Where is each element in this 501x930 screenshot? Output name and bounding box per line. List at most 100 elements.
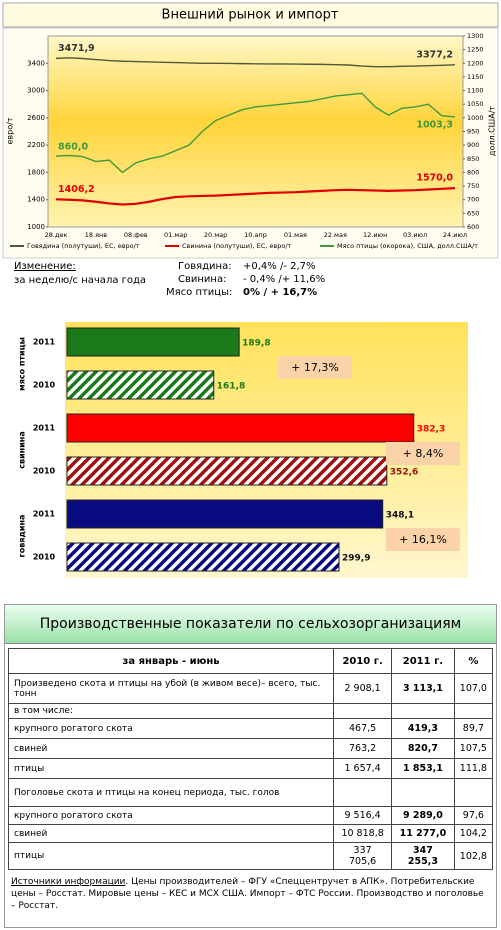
change-name: Мясо птицы: — [166, 287, 232, 298]
y2-label: долл.США/т — [488, 106, 497, 157]
y-tick-label: 1000 — [27, 223, 45, 231]
change-box — [278, 356, 352, 379]
header-cell: за январь - июнь — [7, 648, 335, 674]
table-cell: Поголовье скота и птицы на конец периода… — [7, 778, 335, 807]
group-label: говядина — [18, 515, 27, 558]
bar — [66, 542, 340, 572]
table-cell: в том числе: — [7, 703, 335, 719]
table-cell: 347 255,3 — [391, 842, 455, 870]
x-tick-label: 12.июн — [363, 231, 387, 239]
bar — [66, 499, 384, 529]
table-row: Поголовье скота и птицы на конец периода… — [7, 778, 494, 807]
x-tick-label: 08.фев — [124, 231, 148, 239]
table-cell: 3 113,1 — [391, 673, 455, 704]
table-cell: птицы — [7, 758, 335, 779]
header-cell: 2010 г. — [333, 648, 393, 674]
table-cell: крупного рогатого скота — [7, 806, 335, 825]
table-cell: 104,2 — [453, 824, 494, 843]
table-cell: 9 516,4 — [333, 806, 393, 825]
table-cell: 11 277,0 — [391, 824, 455, 843]
x-tick-label: 22.мая — [324, 231, 347, 239]
table-cell: Произведено скота и птицы на убой (в жив… — [7, 673, 335, 704]
table-cell: 820,7 — [391, 738, 455, 759]
bar — [66, 370, 215, 400]
change-name: Говядина: — [178, 261, 232, 272]
y2-tick-label: 600 — [467, 223, 479, 231]
y2-tick-label: 800 — [467, 168, 479, 176]
sources-text: . Цены производителей – ФГУ «Спеццентруч… — [11, 877, 484, 911]
group-label: свинина — [18, 431, 27, 468]
value-label: 1003,3 — [416, 119, 453, 130]
table-row: крупного рогатого скота 467,5 419,3 89,7 — [7, 718, 494, 739]
y2-tick-label: 1300 — [467, 32, 484, 40]
group-label: мясо птицы — [18, 337, 27, 391]
table-cell: крупного рогатого скота — [7, 718, 335, 739]
table-cell: 111,8 — [453, 758, 494, 779]
y2-tick-label: 1200 — [467, 59, 484, 67]
y2-tick-label: 850 — [467, 155, 479, 163]
table-cell: 419,3 — [391, 718, 455, 739]
x-tick-label: 01.мар — [164, 231, 187, 239]
table-cell: 107,0 — [453, 673, 494, 704]
table-row: птицы 337 705,6 347 255,3 102,8 — [7, 842, 494, 870]
series-line — [55, 57, 456, 68]
table-cell: 1 853,1 — [391, 758, 455, 779]
charts: Внешний рынок и импорт евро/т долл.США/т… — [2, 2, 499, 578]
change-label: + 8,4% — [403, 447, 444, 460]
header-cell: 2011 г. — [391, 648, 455, 674]
y2-tick-label: 1250 — [467, 46, 484, 54]
value-label: 3377,2 — [416, 49, 453, 60]
change-label: + 16,1% — [399, 533, 447, 546]
table-cell: свиней — [7, 738, 335, 759]
empty-cell — [391, 703, 455, 719]
y2-tick-label: 750 — [467, 182, 479, 190]
y-tick-label: 1400 — [27, 196, 45, 204]
change-value: +0,4% /- 2,7% — [243, 261, 316, 272]
table-row: Произведено скота и птицы на убой (в жив… — [7, 673, 494, 704]
y2-tick-label: 900 — [467, 141, 479, 149]
series-line — [55, 187, 456, 206]
table-panel: Производственные показатели по сельхозор… — [4, 604, 497, 928]
y-tick-label: 3000 — [27, 87, 45, 95]
y2-tick-label: 1150 — [467, 73, 484, 81]
value-label: 3471,9 — [58, 43, 95, 54]
year-label: 2011 — [33, 338, 56, 347]
bar — [66, 327, 240, 357]
table: за январь - июнь 2010 г. 2011 г.% Произведе… — [7, 648, 494, 870]
table-cell: 9 289,0 — [391, 806, 455, 825]
x-tick-label: 24.июл — [443, 231, 467, 239]
y2-tick-label: 700 — [467, 196, 479, 204]
table-cell: 107,5 — [453, 738, 494, 759]
legend-label: Говядина (полутуши), ЕС, евро/т — [27, 242, 140, 250]
table-cell: 1 657,4 — [333, 758, 393, 779]
x-tick-label: 03.июл — [403, 231, 427, 239]
year-label: 2010 — [33, 553, 56, 562]
plot-area — [47, 35, 464, 228]
x-tick-label: 10.апр — [244, 231, 267, 239]
sources-label: Источники информации — [11, 877, 126, 887]
table-row: свиней 763,2 820,7 107,5 — [7, 738, 494, 759]
empty-cell — [453, 778, 494, 807]
change-value: - 0,4% /+ 11,6% — [243, 274, 325, 285]
legend-label: Свинина (полутуши), ЕС, евро/т — [182, 242, 292, 250]
y-tick-label: 3400 — [27, 59, 45, 67]
table-cell: 763,2 — [333, 738, 393, 759]
y2-tick-label: 950 — [467, 128, 479, 136]
y2-tick-label: 1000 — [467, 114, 484, 122]
table-cell: птицы — [7, 842, 335, 870]
y-tick-label: 2600 — [27, 114, 45, 122]
y-label: евро/т — [6, 117, 15, 144]
table-row: крупного рогатого скота 9 516,4 9 289,0 97,… — [7, 806, 494, 825]
table-cell: 89,7 — [453, 718, 494, 739]
table-cell: 102,8 — [453, 842, 494, 870]
page-title: Внешний рынок и импорт — [162, 8, 339, 23]
change-name: Свинина: — [178, 274, 226, 285]
year-label: 2011 — [33, 424, 56, 433]
change-label: + 17,3% — [291, 361, 339, 374]
title-box — [2, 2, 499, 28]
series-line — [55, 92, 456, 174]
y-tick-label: 2200 — [27, 141, 45, 149]
table-cell: 97,6 — [453, 806, 494, 825]
table-row: свиней 10 818,8 11 277,0 104,2 — [7, 824, 494, 843]
